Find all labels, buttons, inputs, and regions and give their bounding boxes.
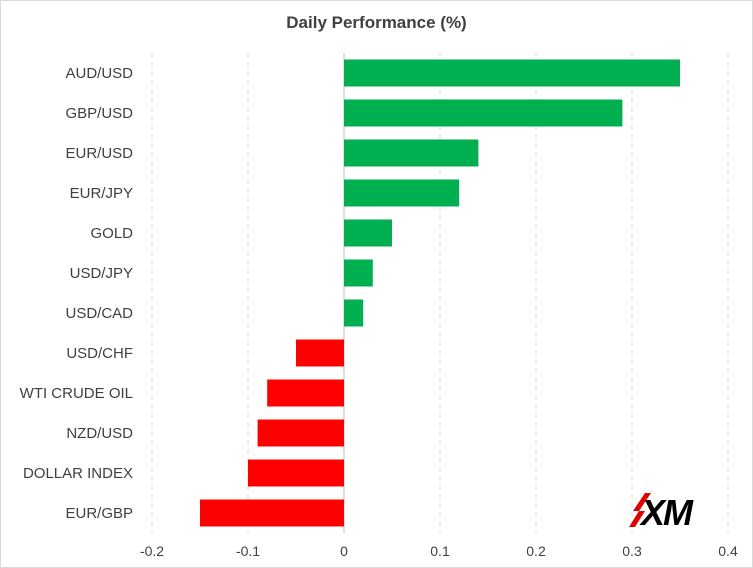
xm-logo: XM bbox=[629, 492, 696, 533]
category-label: NZD/USD bbox=[66, 425, 133, 442]
x-tick-label: 0 bbox=[340, 543, 348, 559]
category-labels: AUD/USD GBP/USD EUR/USD EUR/JPY GOLD USD/JPY U… bbox=[20, 65, 134, 522]
category-label: GOLD bbox=[90, 225, 133, 242]
x-axis-ticks: -0.2 -0.1 0 0.1 0.2 0.3 0.4 bbox=[140, 543, 738, 559]
chart-title: Daily Performance (%) bbox=[286, 13, 467, 32]
bar-usd-cad bbox=[344, 299, 364, 327]
bar-usd-chf bbox=[296, 339, 344, 367]
category-label: GBP/USD bbox=[65, 105, 133, 122]
x-tick-label: -0.2 bbox=[140, 543, 164, 559]
x-tick-label: 0.4 bbox=[718, 543, 738, 559]
category-label: DOLLAR INDEX bbox=[23, 465, 133, 482]
bar-layer bbox=[200, 59, 680, 527]
category-label: USD/CHF bbox=[66, 345, 133, 362]
x-tick-label: 0.2 bbox=[526, 543, 546, 559]
x-tick-label: 0.3 bbox=[622, 543, 642, 559]
bar-aud-usd bbox=[344, 59, 680, 87]
category-label: EUR/USD bbox=[65, 145, 133, 162]
category-label: USD/JPY bbox=[70, 265, 133, 282]
bar-nzd-usd bbox=[257, 419, 344, 447]
grid-layer bbox=[151, 53, 729, 533]
category-label: AUD/USD bbox=[65, 65, 133, 82]
category-label: USD/CAD bbox=[65, 305, 133, 322]
bar-eur-usd bbox=[344, 139, 479, 167]
bar-wti-crude-oil bbox=[267, 379, 344, 407]
bar-usd-jpy bbox=[344, 259, 373, 287]
xm-logo-text: XM bbox=[639, 492, 694, 533]
x-tick-label: 0.1 bbox=[430, 543, 450, 559]
bar-gbp-usd bbox=[344, 99, 623, 127]
x-tick-label: -0.1 bbox=[236, 543, 260, 559]
bar-eur-gbp bbox=[200, 499, 344, 527]
category-label: EUR/JPY bbox=[70, 185, 133, 202]
category-label: WTI CRUDE OIL bbox=[20, 385, 133, 402]
bar-dollar-index bbox=[248, 459, 344, 487]
category-label: EUR/GBP bbox=[65, 505, 133, 522]
bar-gold bbox=[344, 219, 392, 247]
bar-eur-jpy bbox=[344, 179, 460, 207]
xm-logo-accent bbox=[629, 493, 651, 527]
